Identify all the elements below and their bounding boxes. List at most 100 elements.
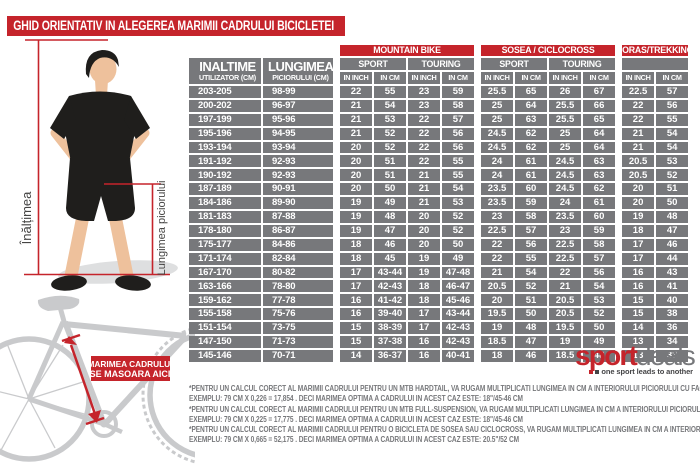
- size-value-cell: 25: [549, 141, 582, 154]
- leg-length-cell: 78-80: [263, 280, 333, 293]
- table-row: 190-192 92-93 20 51 21 55 24 61 24.5 63 20.5 52: [189, 169, 689, 182]
- size-value-cell: 20: [476, 294, 514, 307]
- page-title: GHID ORIENTATIV IN ALEGEREA MARIMII CADR…: [7, 16, 345, 36]
- size-value-cell: 54: [442, 183, 475, 196]
- table-row: 147-150 71-73 15 37-38 16 42-43 18.5 47 19 49 13 34: [189, 336, 689, 348]
- size-value-cell: 22: [617, 113, 655, 126]
- size-value-cell: 22: [408, 141, 440, 154]
- size-value-cell: 54: [374, 99, 406, 112]
- size-value-cell: 43-44: [442, 308, 475, 321]
- header-leg-length-sub: PICIORULUI (CM): [272, 73, 329, 83]
- size-value-cell: 42-43: [442, 322, 475, 335]
- size-value-cell: 38: [656, 308, 689, 321]
- height-range-cell: 145-146: [189, 349, 261, 362]
- size-value-cell: 19: [549, 336, 582, 348]
- size-value-cell: 16: [408, 349, 440, 362]
- size-value-cell: 23: [408, 86, 440, 98]
- size-value-cell: 58: [515, 211, 548, 223]
- size-value-cell: 40: [656, 294, 689, 307]
- height-range-cell: 171-174: [189, 252, 261, 265]
- size-value-cell: 14: [617, 322, 655, 335]
- figure-shadow: [58, 260, 178, 284]
- size-value-cell: 36: [656, 322, 689, 335]
- size-value-cell: 64: [515, 99, 548, 112]
- tagline-gray-square-icon: [595, 370, 600, 375]
- size-value-cell: 62: [515, 141, 548, 154]
- size-value-cell: 52: [442, 211, 475, 223]
- size-value-cell: 22.5: [549, 252, 582, 265]
- size-value-cell: 64: [583, 141, 616, 154]
- table-row: 175-177 84-86 18 46 20 50 22 56 22.5 58 17 46: [189, 238, 689, 251]
- footnote-line: EXEMPLU: 79 CM X 0,665 = 52,175 . DECI M…: [189, 435, 520, 445]
- size-value-cell: 66: [583, 99, 616, 112]
- size-value-cell: 21: [476, 266, 514, 279]
- frame-size-arrow: [61, 333, 105, 426]
- tagline-text: one sport leads to another: [601, 367, 693, 376]
- leg-length-cell: 70-71: [263, 349, 333, 362]
- leg-length-cell: 89-90: [263, 197, 333, 210]
- table-row: 178-180 86-87 19 47 20 52 22.5 57 23 59 18 47: [189, 224, 689, 237]
- size-value-cell: 19: [335, 224, 372, 237]
- size-value-cell: 49: [374, 197, 406, 210]
- size-value-cell: 21: [335, 127, 372, 140]
- size-value-cell: 13: [617, 349, 655, 362]
- size-value-cell: 45-46: [442, 294, 475, 307]
- height-range-cell: 178-180: [189, 224, 261, 237]
- size-value-cell: 24.5: [476, 141, 514, 154]
- size-value-cell: 19: [617, 211, 655, 223]
- size-value-cell: 52: [656, 169, 689, 182]
- size-value-cell: 20: [335, 155, 372, 168]
- size-value-cell: 24: [549, 197, 582, 210]
- size-value-cell: 18: [476, 349, 514, 362]
- size-value-cell: 61: [515, 155, 548, 168]
- size-value-cell: 55: [442, 169, 475, 182]
- header-user-height-sub: UTILIZATOR (CM): [198, 73, 256, 83]
- height-range-cell: 187-189: [189, 183, 261, 196]
- size-value-cell: 24.5: [476, 127, 514, 140]
- height-measure-line: [24, 39, 170, 276]
- size-value-cell: 54: [583, 280, 616, 293]
- size-value-cell: 20: [617, 197, 655, 210]
- leg-length-cell: 95-96: [263, 113, 333, 126]
- table-row: 167-170 80-82 17 43-44 19 47-48 21 54 22 56 16 43: [189, 266, 689, 279]
- size-value-cell: 52: [515, 280, 548, 293]
- size-value-cell: 48: [656, 211, 689, 223]
- size-value-cell: 24.5: [549, 183, 582, 196]
- size-value-cell: 50: [515, 308, 548, 321]
- size-value-cell: 22: [408, 155, 440, 168]
- footnotes: *PENTRU UN CALCUL CORECT AL MARIMII CADR…: [189, 384, 700, 446]
- size-value-cell: 22.5: [617, 86, 655, 98]
- size-value-cell: 48: [583, 349, 616, 362]
- size-value-cell: 20: [335, 141, 372, 154]
- size-value-cell: 51: [374, 155, 406, 168]
- size-value-cell: 57: [656, 86, 689, 98]
- unit-header-cm: IN CM: [656, 72, 689, 84]
- size-value-cell: 21: [617, 141, 655, 154]
- size-value-cell: 61: [583, 197, 616, 210]
- size-value-cell: 49: [442, 252, 475, 265]
- size-value-cell: 18.5: [476, 336, 514, 348]
- leg-length-cell: 94-95: [263, 127, 333, 140]
- size-value-cell: 53: [442, 197, 475, 210]
- size-value-cell: 18: [335, 252, 372, 265]
- table-row: 187-189 90-91 20 50 21 54 23.5 60 24.5 62 20 51: [189, 183, 689, 196]
- size-value-cell: 57: [515, 224, 548, 237]
- size-value-cell: 22: [408, 113, 440, 126]
- size-value-cell: 42-43: [374, 280, 406, 293]
- measurement-illustration: MARIMEA CADRULUI SE MASOARA AICI: [0, 39, 195, 464]
- leg-length-label: Lungimea piciorului: [156, 181, 168, 276]
- size-value-cell: 15: [335, 322, 372, 335]
- size-value-cell: 20: [335, 169, 372, 182]
- size-value-cell: 16: [335, 308, 372, 321]
- height-range-cell: 167-170: [189, 266, 261, 279]
- size-value-cell: 57: [442, 113, 475, 126]
- size-value-cell: 39-40: [374, 308, 406, 321]
- size-value-cell: 57: [583, 252, 616, 265]
- size-value-cell: 53: [374, 113, 406, 126]
- unit-header-inch: IN INCH: [408, 72, 440, 84]
- size-value-cell: 25.5: [549, 99, 582, 112]
- height-range-cell: 175-177: [189, 238, 261, 251]
- group-header-mountain-bike: MOUNTAIN BIKE: [335, 45, 475, 56]
- header-user-height-main: INALTIME: [199, 59, 256, 75]
- table-row: 145-146 70-71 14 36-37 16 40-41 18 46 18.5 48 13 33: [189, 349, 689, 362]
